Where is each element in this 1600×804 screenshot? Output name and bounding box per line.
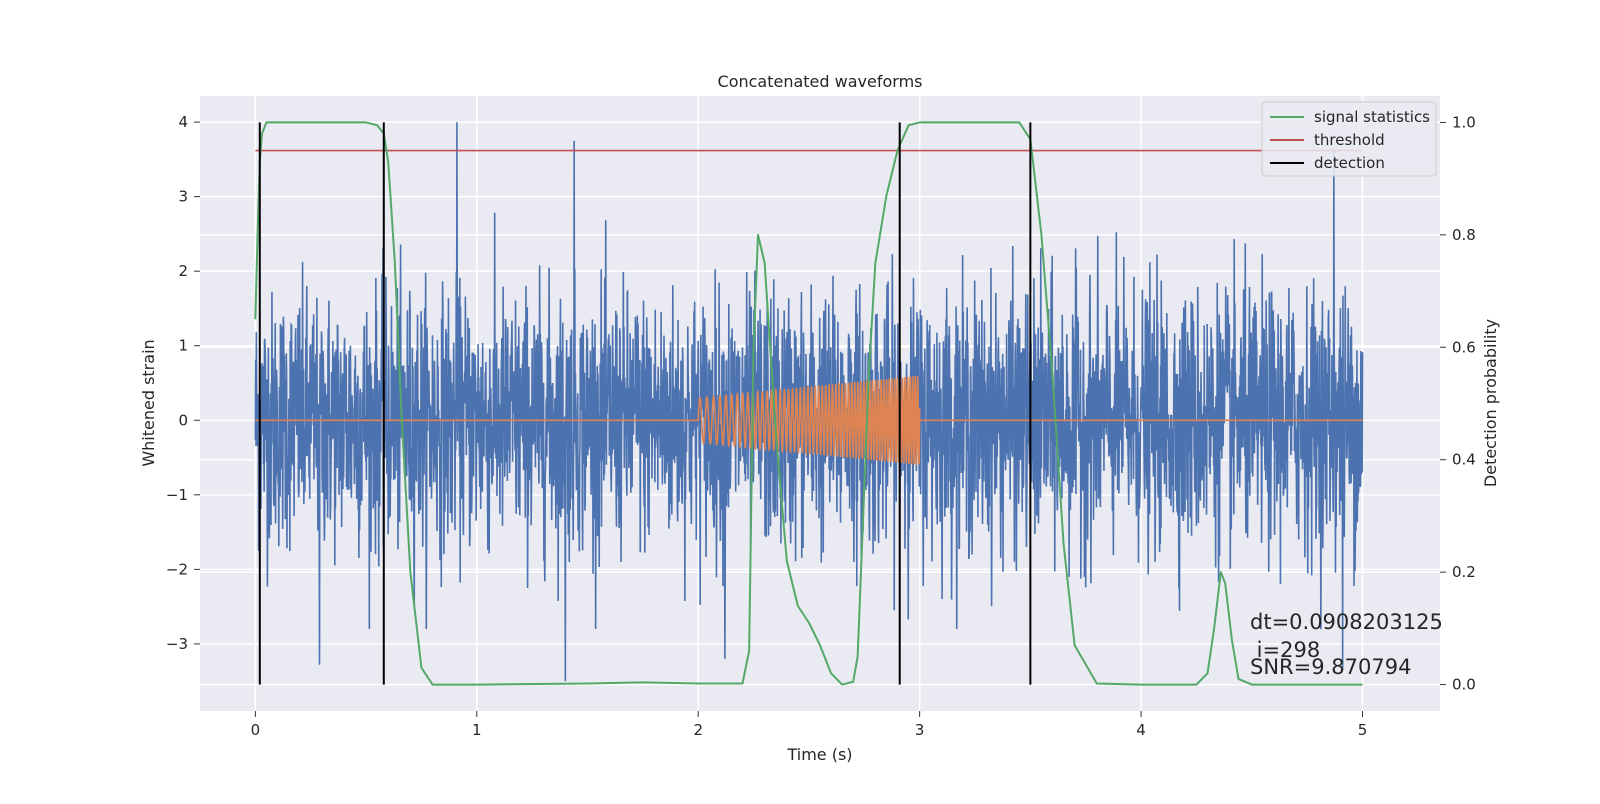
ticks: 0 1 2 3 4 5 −3 −2 −1 0 1 2 3 4 0.0 0.2 0.4 0.6 0.8 1.0	[166, 113, 1476, 739]
y-tick-label: 2	[178, 262, 188, 280]
template-line	[255, 375, 1363, 465]
y-tick-label: 0	[178, 411, 188, 429]
legend-box	[1261, 101, 1437, 177]
x-tick-label: 2	[693, 721, 703, 739]
y-tick-label: −1	[166, 486, 188, 504]
signal-statistics-line	[254, 121, 1363, 686]
annotation-dt: dt=0.0908203125	[1250, 610, 1443, 634]
y-tick-label: 4	[178, 113, 188, 131]
x-tick-label: 5	[1358, 721, 1368, 739]
chart-title: Concatenated waveforms	[718, 72, 923, 91]
data-layer	[254, 121, 1364, 686]
x-tick-label: 4	[1136, 721, 1146, 739]
y-tick-label: −3	[166, 635, 188, 653]
y2-tick-label: 0.4	[1452, 451, 1476, 469]
y2-tick-label: 1.0	[1452, 113, 1476, 131]
y2-tick-label: 0.2	[1452, 563, 1476, 581]
y-tick-label: 3	[178, 188, 188, 206]
y2-tick-label: 0.6	[1452, 338, 1476, 356]
legend: signal statistics threshold detection	[1261, 101, 1437, 177]
annotation-i: i=298	[1250, 638, 1320, 662]
x-tick-label: 0	[251, 721, 261, 739]
y2-tick-label: 0.0	[1452, 676, 1476, 694]
y2-tick-label: 0.8	[1452, 226, 1476, 244]
y-tick-label: 1	[178, 337, 188, 355]
y2-axis-label: Detection probability	[1481, 319, 1500, 487]
legend-label-signal-statistics: signal statistics	[1314, 108, 1430, 126]
y-axis-label: Whitened strain	[139, 339, 158, 466]
x-tick-label: 1	[472, 721, 482, 739]
x-tick-label: 3	[915, 721, 925, 739]
legend-label-threshold: threshold	[1314, 131, 1385, 149]
annotations: dt=0.0908203125 i=298 SNR=9.870794	[1250, 610, 1443, 679]
x-axis-label: Time (s)	[786, 745, 852, 764]
legend-label-detection: detection	[1314, 154, 1385, 172]
annotation-snr: SNR=9.870794	[1250, 655, 1411, 679]
y-tick-label: −2	[166, 560, 188, 578]
